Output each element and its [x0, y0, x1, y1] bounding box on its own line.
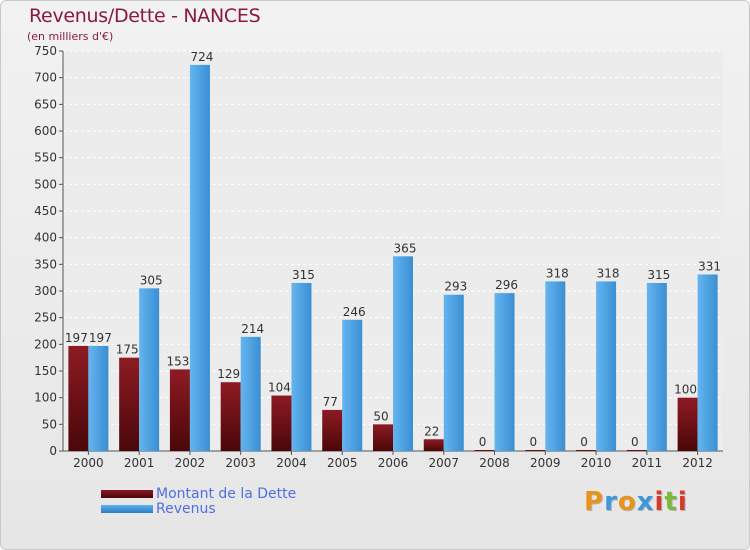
logo-letter: i	[677, 487, 688, 517]
chart-subtitle: (en milliers d'€)	[27, 30, 114, 43]
x-tick-label: 2005	[327, 456, 358, 470]
legend-label-dette: Montant de la Dette	[156, 486, 297, 502]
logo-letter: i	[654, 487, 665, 517]
bar-revenus	[596, 281, 617, 451]
data-label-revenus: 724	[190, 50, 213, 64]
bar-dette	[322, 409, 343, 451]
data-label-dette: 0	[580, 435, 588, 449]
bar-dette	[525, 450, 546, 451]
data-label-revenus: 214	[241, 322, 264, 336]
bar-dette	[423, 439, 444, 451]
y-tick-label: 750	[34, 44, 57, 58]
logo-letter: P	[584, 487, 605, 517]
logo-letter: t	[664, 487, 678, 517]
data-label-revenus: 305	[140, 273, 163, 287]
x-tick-label: 2000	[73, 456, 104, 470]
data-label-dette: 129	[217, 367, 240, 381]
data-label-dette: 0	[529, 435, 537, 449]
y-tick-label: 0	[49, 444, 57, 458]
x-tick-label: 2010	[581, 456, 612, 470]
data-label-dette: 22	[424, 424, 439, 438]
x-tick-label: 2002	[175, 456, 206, 470]
legend-label-revenus: Revenus	[156, 501, 216, 517]
data-label-revenus: 296	[495, 278, 518, 292]
data-label-revenus: 365	[394, 241, 417, 255]
y-tick-label: 450	[34, 204, 57, 218]
x-tick-label: 2003	[225, 456, 256, 470]
y-tick-label: 550	[34, 151, 57, 165]
bar-dette	[576, 450, 597, 451]
chart-title: Revenus/Dette - NANCES	[29, 5, 261, 27]
bar-dette	[474, 450, 495, 451]
y-tick-label: 300	[34, 284, 57, 298]
data-label-dette: 153	[166, 354, 189, 368]
data-label-revenus: 318	[597, 266, 620, 280]
legend-swatch-revenus	[101, 505, 153, 513]
bar-dette	[169, 369, 190, 451]
x-tick-label: 2012	[682, 456, 713, 470]
bar-revenus	[291, 283, 312, 451]
y-tick-label: 350	[34, 257, 57, 271]
y-tick-label: 100	[34, 391, 57, 405]
x-tick-label: 2011	[632, 456, 663, 470]
data-label-revenus: 197	[89, 331, 112, 345]
data-label-dette: 104	[268, 381, 291, 395]
proxiti-logo: Proxiti	[584, 487, 688, 517]
bar-revenus	[443, 294, 464, 451]
y-tick-label: 500	[34, 177, 57, 191]
data-label-dette: 77	[323, 395, 338, 409]
bar-revenus	[545, 281, 566, 451]
data-label-dette: 100	[674, 383, 697, 397]
data-label-revenus: 315	[647, 268, 670, 282]
legend-swatch-dette	[101, 490, 153, 498]
logo-letter: o	[617, 487, 637, 517]
y-tick-label: 650	[34, 97, 57, 111]
data-label-revenus: 318	[546, 266, 569, 280]
bar-dette	[220, 382, 241, 451]
y-tick-label: 250	[34, 311, 57, 325]
bar-dette	[68, 345, 89, 451]
bar-revenus	[189, 64, 210, 451]
data-label-dette: 0	[479, 435, 487, 449]
x-tick-label: 2001	[124, 456, 155, 470]
data-label-revenus: 315	[292, 268, 315, 282]
y-tick-label: 150	[34, 364, 57, 378]
x-tick-label: 2006	[378, 456, 409, 470]
y-tick-label: 400	[34, 231, 57, 245]
logo-letter: x	[636, 487, 655, 517]
bar-revenus	[342, 319, 363, 451]
data-label-dette: 50	[373, 409, 388, 423]
bar-revenus	[697, 274, 718, 451]
y-tick-label: 700	[34, 71, 57, 85]
data-label-revenus: 331	[698, 259, 721, 273]
y-tick-label: 200	[34, 337, 57, 351]
y-tick-label: 600	[34, 124, 57, 138]
bar-dette	[119, 357, 140, 451]
logo-letter: r	[604, 487, 618, 517]
bar-revenus	[88, 345, 109, 451]
x-tick-label: 2004	[276, 456, 307, 470]
y-tick-label: 50	[42, 417, 57, 431]
bar-revenus	[646, 283, 667, 451]
data-label-revenus: 293	[444, 280, 467, 294]
data-label-revenus: 246	[343, 305, 366, 319]
x-tick-label: 2009	[530, 456, 561, 470]
bar-dette	[271, 395, 292, 451]
bar-dette	[373, 424, 393, 451]
bar-revenus	[139, 288, 160, 451]
x-tick-label: 2007	[428, 456, 459, 470]
data-label-dette: 197	[65, 331, 88, 345]
data-label-dette: 0	[631, 435, 639, 449]
data-label-dette: 175	[116, 343, 139, 357]
bar-dette	[626, 450, 647, 451]
bar-revenus	[393, 256, 413, 451]
bar-dette	[677, 397, 698, 451]
bar-revenus	[494, 293, 515, 451]
bar-revenus	[240, 336, 261, 451]
x-tick-label: 2008	[479, 456, 510, 470]
